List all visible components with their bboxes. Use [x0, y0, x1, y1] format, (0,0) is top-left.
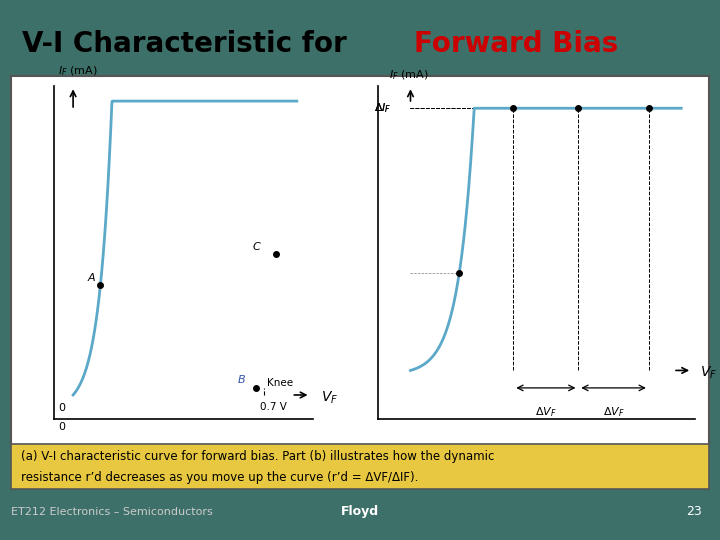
Text: (a): (a): [54, 458, 71, 471]
Text: (b): (b): [378, 458, 395, 471]
Text: 23: 23: [686, 505, 702, 518]
Text: $A$: $A$: [86, 271, 96, 283]
Text: $I_F$ (mA): $I_F$ (mA): [389, 69, 428, 82]
Text: $C$: $C$: [252, 240, 261, 252]
Text: $V_F$: $V_F$: [701, 364, 717, 381]
Text: $\Delta I_F$: $\Delta I_F$: [374, 102, 392, 115]
Text: Forward Bias: Forward Bias: [414, 30, 618, 58]
Text: $I_F$ (mA): $I_F$ (mA): [58, 64, 98, 78]
Text: $B$: $B$: [237, 373, 246, 385]
Text: V-I Characteristic for: V-I Characteristic for: [22, 30, 356, 58]
Text: 0: 0: [58, 403, 65, 413]
FancyBboxPatch shape: [11, 444, 709, 489]
Text: resistance r’d decreases as you move up the curve (r’d = ΔVF/ΔIF).: resistance r’d decreases as you move up …: [22, 471, 418, 484]
FancyBboxPatch shape: [11, 76, 709, 446]
Text: $V_F$: $V_F$: [321, 390, 338, 406]
Text: $\Delta V_F$: $\Delta V_F$: [535, 406, 557, 419]
Text: Floyd: Floyd: [341, 505, 379, 518]
Text: ET212 Electronics – Semiconductors: ET212 Electronics – Semiconductors: [11, 507, 212, 517]
Text: 0: 0: [58, 422, 65, 432]
Text: (a) V-I characteristic curve for forward bias. Part (b) illustrates how the dyna: (a) V-I characteristic curve for forward…: [22, 450, 495, 463]
Text: $\Delta V_F$: $\Delta V_F$: [603, 406, 624, 419]
Text: 0.7 V: 0.7 V: [260, 402, 287, 411]
Text: Knee: Knee: [267, 378, 293, 388]
Text: $\Delta I_F$: $\Delta I_F$: [374, 102, 392, 115]
